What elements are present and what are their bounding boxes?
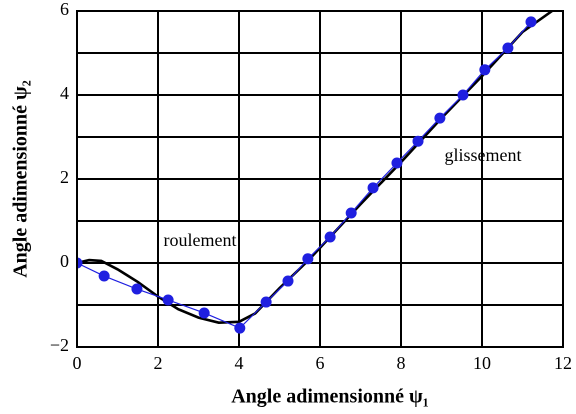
data-point bbox=[502, 42, 514, 54]
data-point bbox=[198, 307, 210, 319]
data-point bbox=[98, 270, 110, 282]
data-point bbox=[77, 257, 83, 269]
x-tick-label: 6 bbox=[316, 353, 325, 373]
series-line bbox=[77, 21, 532, 329]
data-point bbox=[260, 296, 272, 308]
x-tick-label: 8 bbox=[397, 353, 406, 373]
data-point bbox=[412, 135, 424, 147]
y-tick-label: 6 bbox=[60, 0, 69, 19]
x-tick-label: 10 bbox=[473, 353, 491, 373]
data-point bbox=[234, 322, 246, 334]
data-point bbox=[479, 64, 491, 76]
x-axis-label: Angle adimensionné ψ₁ bbox=[231, 386, 429, 408]
annotation: roulement bbox=[164, 230, 237, 250]
y-tick-label: 2 bbox=[60, 167, 69, 187]
data-point bbox=[302, 253, 314, 265]
x-tick-label: 0 bbox=[73, 353, 82, 373]
series-line bbox=[77, 11, 553, 324]
data-point bbox=[324, 231, 336, 243]
x-tick-label: 12 bbox=[554, 353, 572, 373]
data-point bbox=[345, 207, 357, 219]
data-point bbox=[525, 16, 537, 28]
data-point bbox=[391, 157, 403, 169]
y-tick-label: 0 bbox=[60, 251, 69, 271]
data-point bbox=[282, 275, 294, 287]
y-tick-label: 4 bbox=[60, 83, 69, 103]
plot-frame bbox=[76, 10, 564, 348]
plot-area bbox=[77, 11, 563, 347]
x-tick-label: 2 bbox=[154, 353, 163, 373]
data-point bbox=[162, 294, 174, 306]
y-axis-label: Angle adimensionné ψ₂ bbox=[10, 80, 32, 278]
data-point bbox=[367, 182, 379, 194]
data-point bbox=[131, 283, 143, 295]
x-tick-label: 4 bbox=[235, 353, 244, 373]
data-point bbox=[434, 112, 446, 124]
y-tick-label: −2 bbox=[50, 335, 69, 355]
data-point bbox=[457, 89, 469, 101]
